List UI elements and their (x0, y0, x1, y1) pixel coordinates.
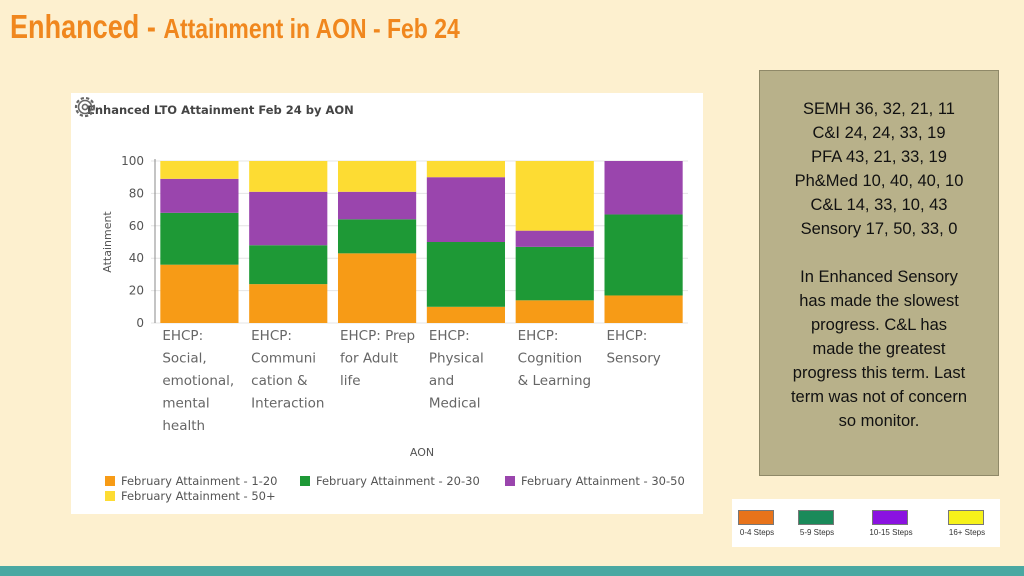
note-line: Sensory 17, 50, 33, 0 (800, 220, 958, 238)
notes-box: SEMH 36, 32, 21, 11 C&I 24, 24, 33, 19 P… (759, 70, 999, 476)
bar-segment (604, 214, 683, 296)
bar-segment (249, 161, 328, 192)
bar-segment (426, 242, 506, 307)
x-tick-label: Communi (251, 351, 316, 367)
x-tick-label: EHCP: (606, 328, 647, 344)
x-axis-label: AON (410, 446, 434, 459)
key-swatch (872, 510, 908, 525)
legend-swatch (105, 476, 115, 486)
note-line: SEMH 36, 32, 21, 11 (803, 100, 955, 118)
bar-segment (337, 191, 417, 220)
x-tick-label: for Adult (340, 351, 398, 367)
x-tick-label: EHCP: (518, 328, 559, 344)
x-tick-label: Cognition (518, 351, 582, 367)
note-paragraph-line: progress. C&L has (810, 316, 948, 334)
x-tick-label: EHCP: (429, 328, 470, 344)
y-tick-label: 100 (121, 154, 144, 168)
y-tick-label: 40 (129, 251, 144, 265)
key-label: 5-9 Steps (799, 528, 835, 537)
legend-label: February Attainment - 20-30 (316, 474, 480, 488)
x-tick-label: Physical (429, 351, 484, 367)
note-line: Ph&Med 10, 40, 40, 10 (794, 172, 964, 190)
bar-segment (160, 212, 239, 265)
legend-label: February Attainment - 1-20 (121, 474, 277, 488)
key-swatch (738, 510, 774, 525)
bar-segment (337, 253, 417, 323)
x-tick-label: EHCP: Prep (340, 328, 415, 344)
bar-segment (337, 161, 417, 192)
key-swatch (798, 510, 834, 525)
bar-segment (515, 246, 594, 301)
bottom-accent-bar (0, 566, 1024, 576)
x-tick-label: EHCP: (251, 328, 292, 344)
chart-title: Enhanced LTO Attainment Feb 24 by AON (87, 103, 354, 117)
x-tick-label: cation & (251, 373, 308, 389)
key-label: 16+ Steps (948, 528, 986, 537)
y-tick-label: 60 (129, 219, 144, 233)
legend-swatch (105, 491, 115, 501)
bar-segment (160, 161, 239, 179)
note-paragraph-line: so monitor. (838, 412, 920, 430)
bar-segment (249, 245, 328, 285)
gear-icon[interactable] (71, 93, 99, 121)
bar-segment (426, 177, 506, 242)
bar-segment (160, 264, 239, 323)
y-axis-label: Attainment (101, 211, 114, 273)
legend-swatch (300, 476, 310, 486)
note-line: C&L 14, 33, 10, 43 (810, 196, 948, 214)
steps-key: 0-4 Steps 5-9 Steps 10-15 Steps 16+ Step… (732, 499, 1000, 547)
note-paragraph-line: term was not of concern (790, 388, 968, 406)
x-tick-label: and (429, 373, 454, 389)
notes-text: SEMH 36, 32, 21, 11 C&I 24, 24, 33, 19 P… (760, 97, 998, 433)
bar-segment (160, 178, 239, 213)
legend-label: February Attainment - 50+ (121, 489, 276, 503)
chart-panel: Enhanced LTO Attainment Feb 24 by AON 0 20… (71, 93, 703, 514)
bar-segment (515, 300, 594, 323)
legend-label: February Attainment - 30-50 (521, 474, 685, 488)
bar-segment (249, 284, 328, 323)
x-tick-label: mental (162, 396, 209, 412)
x-tick-label: emotional, (162, 373, 234, 389)
x-tick-label: & Learning (518, 373, 591, 389)
note-paragraph-line: In Enhanced Sensory (800, 268, 958, 286)
bar-segment (604, 161, 683, 215)
stacked-bar-chart: Enhanced LTO Attainment Feb 24 by AON 0 20… (87, 103, 688, 503)
x-tick-label: life (340, 373, 361, 389)
note-paragraph-line: made the greatest (812, 340, 946, 358)
bar-segment (515, 230, 594, 247)
x-tick-label: EHCP: (162, 328, 203, 344)
x-tick-label: health (162, 418, 205, 434)
x-tick-label: Sensory (606, 351, 660, 367)
key-label: 10-15 Steps (869, 528, 913, 537)
note-line: PFA 43, 21, 33, 19 (811, 148, 947, 166)
note-paragraph-line: has made the slowest (799, 292, 959, 310)
x-tick-label: Interaction (251, 396, 324, 412)
y-tick-label: 80 (129, 186, 144, 200)
title-sub: Attainment in AON - Feb 24 (163, 13, 460, 44)
bar-segment (604, 295, 683, 323)
x-tick-label: Medical (429, 396, 481, 412)
note-paragraph-line: progress this term. Last (792, 364, 966, 382)
legend-swatch (505, 476, 515, 486)
key-swatch (948, 510, 984, 525)
note-line: C&I 24, 24, 33, 19 (812, 124, 946, 142)
bar-segment (515, 161, 594, 231)
x-tick-label: Social, (162, 351, 206, 367)
bar-segment (426, 161, 506, 178)
y-tick-label: 0 (136, 316, 144, 330)
bar-segment (249, 191, 328, 246)
key-label: 0-4 Steps (739, 528, 775, 537)
bar-segment (337, 219, 417, 254)
bar-segment (426, 306, 506, 323)
y-tick-label: 20 (129, 284, 144, 298)
slide-title: Enhanced - Attainment in AON - Feb 24 (10, 8, 460, 46)
title-main: Enhanced - (10, 8, 164, 45)
